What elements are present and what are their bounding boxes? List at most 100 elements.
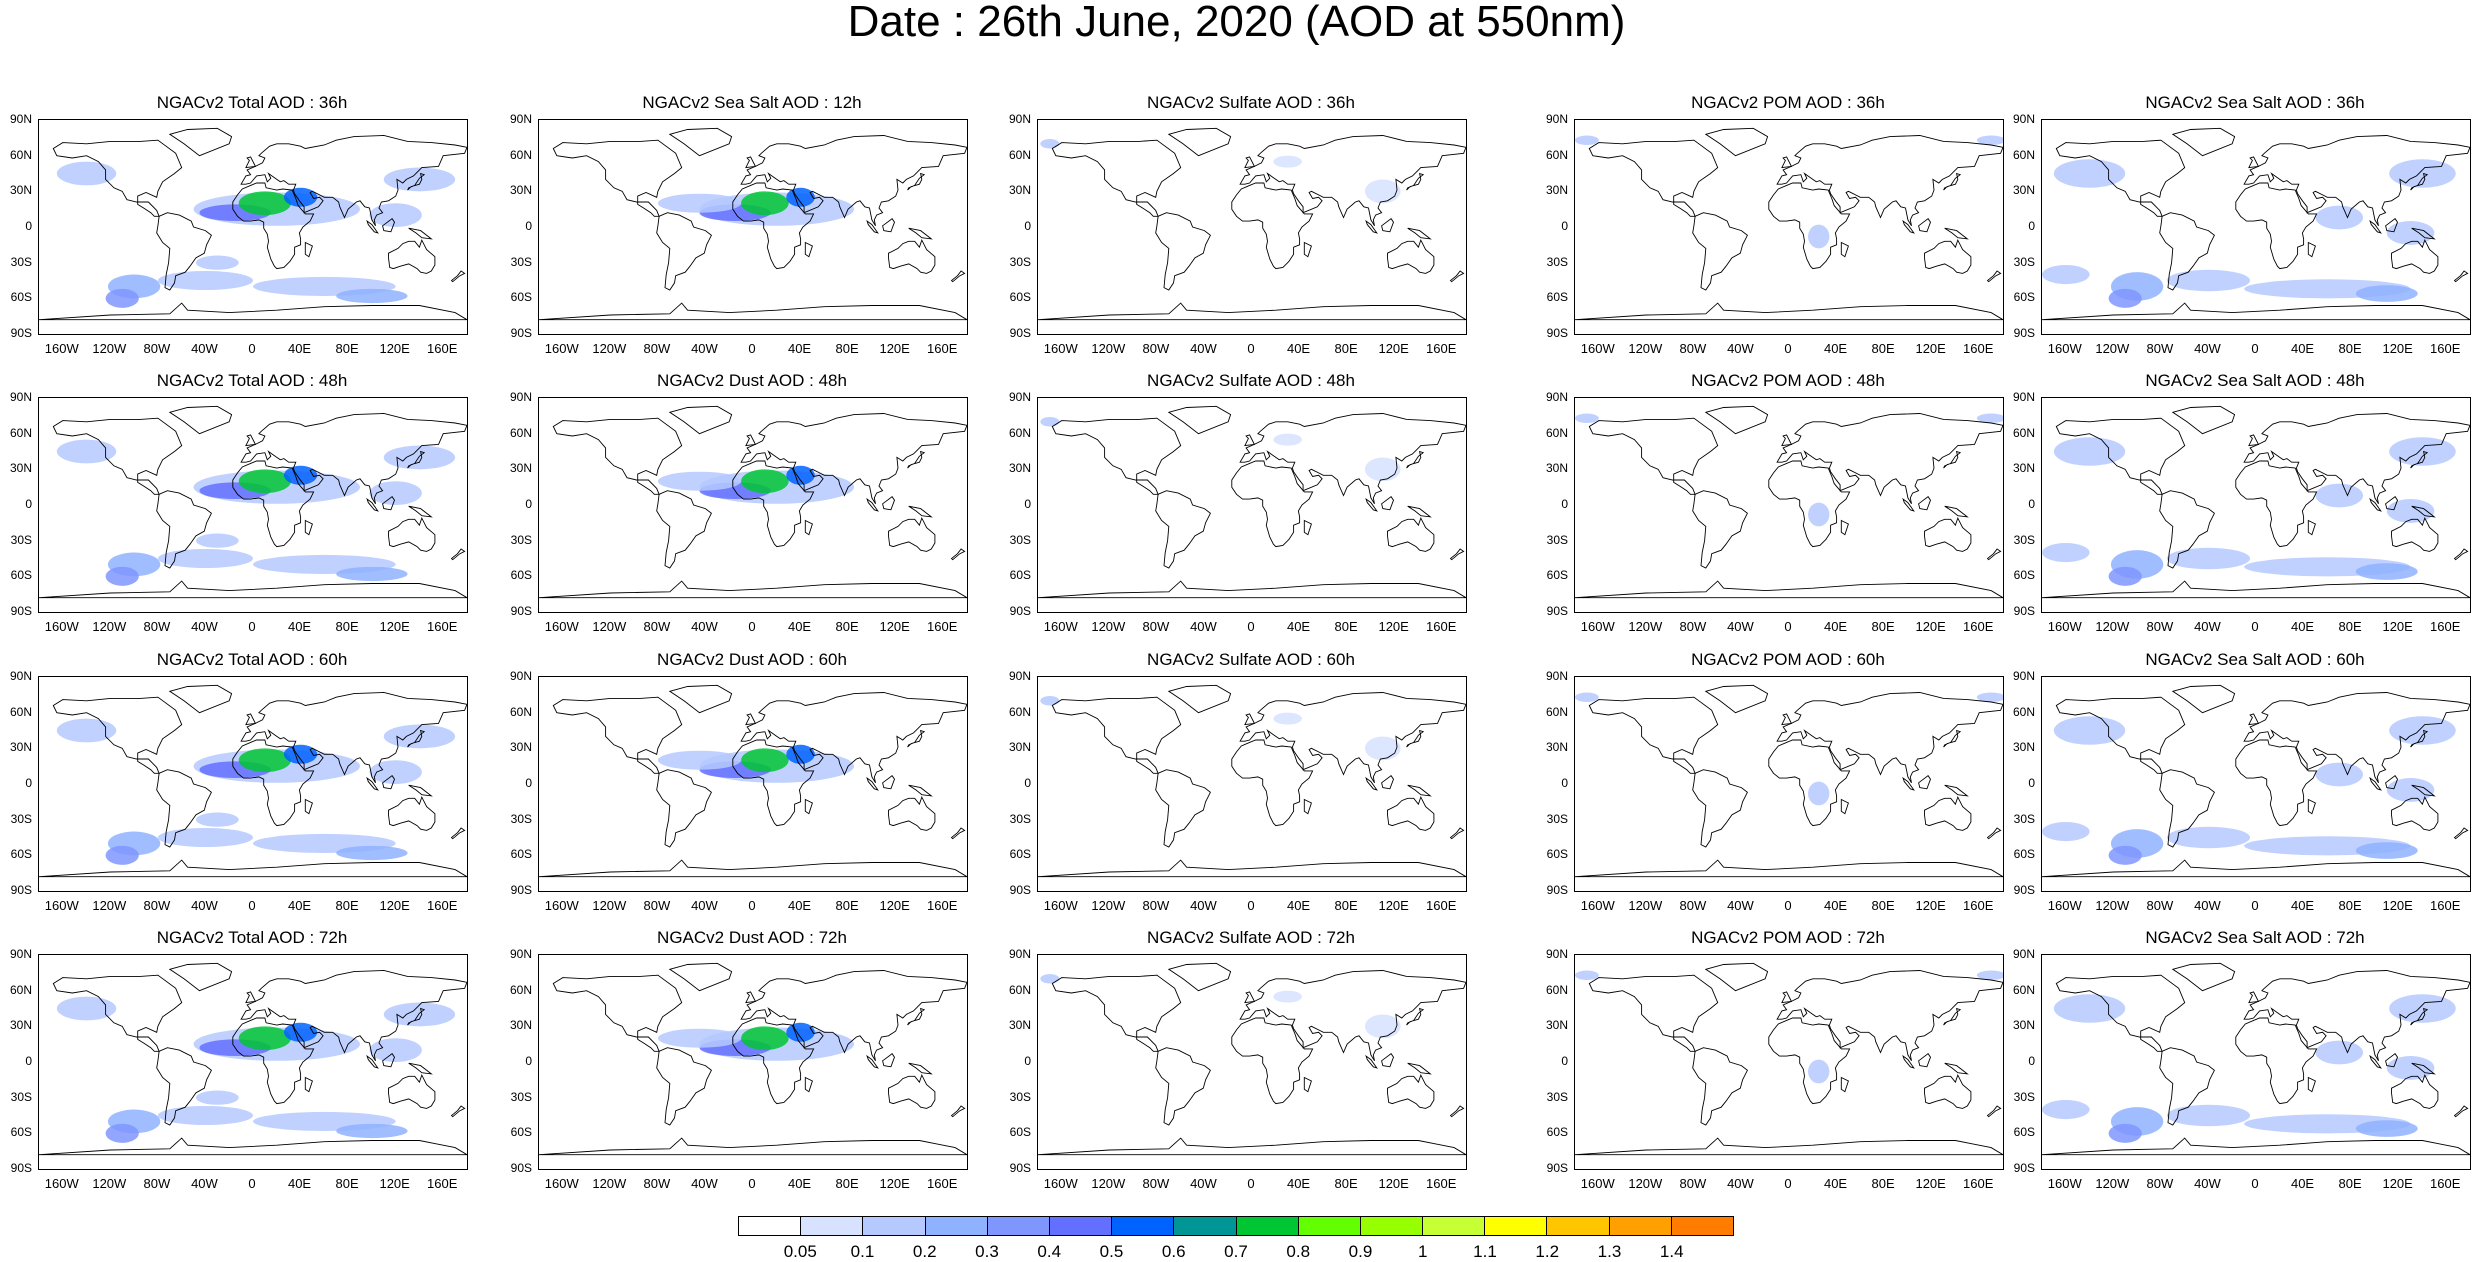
lon-tick-label: 40W bbox=[2194, 341, 2221, 356]
lon-tick-label: 80W bbox=[2146, 898, 2174, 913]
coastline bbox=[1918, 218, 1932, 233]
coastline bbox=[1239, 970, 1466, 1062]
coastline bbox=[52, 974, 183, 1052]
lat-tick-label: 90N bbox=[2012, 947, 2035, 961]
lon-tick-label: 40W bbox=[2194, 898, 2221, 913]
lon-tick-label: 120E bbox=[1378, 619, 1409, 634]
coastline bbox=[232, 1017, 315, 1105]
lon-tick-label: 120E bbox=[2382, 1176, 2413, 1191]
lat-tick-label: 0 bbox=[25, 776, 32, 790]
colorbar-swatch bbox=[1112, 1217, 1175, 1235]
colorbar-label: 0.4 bbox=[1037, 1242, 1062, 1261]
colorbar-swatch bbox=[987, 1217, 1050, 1235]
lat-tick-label: 60N bbox=[509, 147, 532, 162]
coastline bbox=[656, 212, 712, 291]
coastline bbox=[1768, 182, 1851, 270]
coastline bbox=[1944, 505, 1969, 518]
coastline bbox=[1051, 139, 1182, 217]
aod-field bbox=[2053, 994, 2126, 1023]
colorbar-label: 0.2 bbox=[912, 1242, 937, 1261]
lon-tick-label: 120E bbox=[1378, 1176, 1409, 1191]
aod-field bbox=[2042, 1100, 2090, 1120]
lon-tick-label: 80E bbox=[335, 1176, 359, 1191]
lon-tick-label: 0 bbox=[1784, 1176, 1792, 1191]
lon-tick-label: 80W bbox=[143, 898, 171, 913]
world-map bbox=[39, 962, 467, 1156]
lat-tick-label: 30N bbox=[9, 1018, 32, 1033]
aod-field bbox=[1976, 970, 2003, 980]
panel-title: NGACv2 Sea Salt AOD : 48h bbox=[2145, 371, 2365, 390]
coastline bbox=[407, 729, 426, 748]
aod-field bbox=[657, 1028, 742, 1048]
lat-tick-label: 90S bbox=[10, 1161, 32, 1175]
figure-title: Date : 26th June, 2020 (AOD at 550nm) bbox=[847, 0, 1626, 46]
aod-field bbox=[2386, 1056, 2435, 1080]
aod-field bbox=[238, 191, 292, 216]
lon-tick-label: 40W bbox=[691, 341, 718, 356]
coastline bbox=[245, 991, 257, 1004]
coastline bbox=[2042, 580, 2470, 599]
lat-tick-label: 60N bbox=[1008, 704, 1031, 719]
coastline bbox=[1231, 182, 1314, 270]
coastline bbox=[2453, 827, 2469, 840]
coastline bbox=[39, 1137, 467, 1156]
coastline bbox=[740, 413, 967, 505]
coastline bbox=[2235, 182, 2318, 270]
coastline bbox=[2410, 1007, 2429, 1026]
lat-tick-label: 90N bbox=[9, 947, 32, 961]
lat-tick-label: 90N bbox=[2012, 112, 2035, 126]
lat-tick-label: 60S bbox=[1546, 847, 1568, 862]
lat-tick-label: 90S bbox=[2013, 1161, 2035, 1175]
coastline bbox=[156, 769, 212, 848]
colorbar-swatch bbox=[1049, 1217, 1113, 1235]
lat-tick-label: 0 bbox=[1561, 776, 1568, 790]
world-map bbox=[2042, 405, 2470, 599]
coastline bbox=[866, 1054, 879, 1069]
lat-tick-label: 60N bbox=[9, 982, 32, 997]
map-panel bbox=[38, 676, 468, 892]
coastline bbox=[388, 795, 436, 831]
aod-field bbox=[283, 1022, 318, 1042]
colorbar-label: 0.9 bbox=[1348, 1242, 1373, 1261]
coastline bbox=[388, 516, 436, 552]
coastline bbox=[450, 1105, 466, 1118]
map-panel bbox=[538, 954, 968, 1170]
coastline bbox=[950, 1105, 966, 1118]
coastline bbox=[39, 859, 467, 878]
lat-tick-label: 60N bbox=[1008, 425, 1031, 440]
coastline bbox=[2248, 713, 2260, 726]
aod-field bbox=[283, 465, 318, 485]
lat-tick-label: 60S bbox=[1546, 568, 1568, 583]
colorbar-label: 0.3 bbox=[975, 1242, 999, 1261]
lon-tick-label: 160E bbox=[2430, 341, 2461, 356]
lon-tick-label: 120W bbox=[1628, 1176, 1663, 1191]
coastline bbox=[2411, 227, 2436, 240]
coastline bbox=[1231, 1017, 1314, 1105]
coastline bbox=[1407, 784, 1432, 797]
panel-title: NGACv2 Sea Salt AOD : 36h bbox=[2145, 93, 2365, 112]
coastline bbox=[1943, 450, 1962, 469]
coastline bbox=[1155, 212, 1211, 291]
coastline bbox=[39, 302, 467, 321]
lon-tick-label: 80W bbox=[1679, 898, 1707, 913]
lat-tick-label: 60N bbox=[1008, 982, 1031, 997]
lat-tick-label: 60N bbox=[1545, 704, 1568, 719]
coastline bbox=[2235, 460, 2318, 548]
lat-tick-label: 30S bbox=[510, 532, 532, 547]
coastline bbox=[1303, 1076, 1312, 1093]
aod-field bbox=[1808, 224, 1830, 249]
lat-tick-label: 90N bbox=[509, 947, 532, 961]
coastline bbox=[1244, 991, 1256, 1004]
lon-tick-label: 160W bbox=[544, 1176, 579, 1191]
coastline bbox=[1239, 692, 1466, 784]
panel-title: NGACv2 Sea Salt AOD : 12h bbox=[642, 93, 862, 112]
aod-field bbox=[1364, 457, 1401, 482]
coastline bbox=[907, 729, 926, 748]
lon-tick-label: 120E bbox=[2382, 898, 2413, 913]
coastline bbox=[1840, 519, 1849, 536]
coastline bbox=[2369, 497, 2382, 512]
lon-tick-label: 0 bbox=[2251, 898, 2259, 913]
coastline bbox=[450, 548, 466, 561]
aod-field bbox=[741, 748, 789, 773]
coastline bbox=[2369, 776, 2382, 791]
